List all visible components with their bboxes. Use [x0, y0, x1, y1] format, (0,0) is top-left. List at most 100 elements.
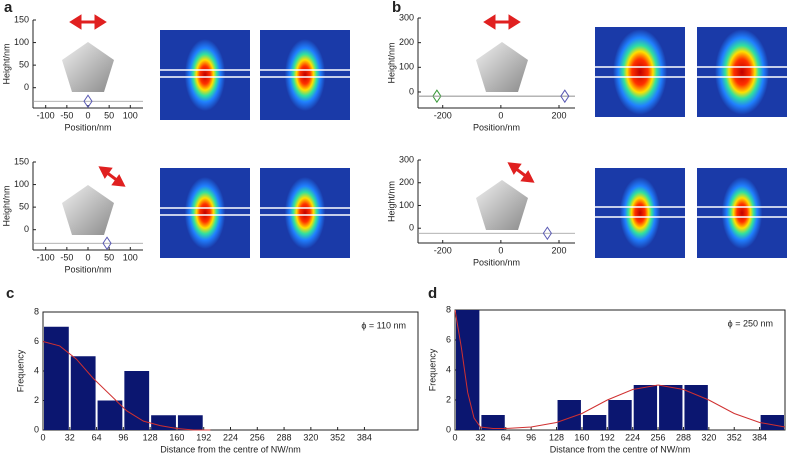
annotation: ϕ = 250 nm — [728, 318, 773, 328]
nanowire-outlines — [160, 66, 787, 218]
y-tick-label: 2 — [34, 395, 39, 405]
y-tick-label: 2 — [446, 394, 451, 404]
bar — [151, 415, 176, 430]
panel-label: c — [6, 285, 14, 302]
fit-curve — [42, 341, 211, 431]
y-axis-label: Frequency — [427, 348, 437, 391]
x-tick-label: 256 — [651, 432, 666, 442]
y-tick-label: 50 — [19, 60, 29, 70]
x-tick-label: 0 — [85, 110, 90, 120]
bar — [70, 356, 96, 430]
bar — [582, 415, 607, 430]
panel-label: b — [392, 0, 401, 16]
x-axis-label: Position/nm — [64, 264, 111, 274]
x-tick-label: 0 — [85, 252, 90, 262]
y-tick-label: 0 — [34, 424, 39, 434]
x-tick-label: 224 — [223, 432, 238, 442]
y-tick-label: 8 — [34, 306, 39, 316]
bar — [557, 400, 581, 430]
x-tick-label: 352 — [330, 432, 345, 442]
y-tick-label: 200 — [399, 37, 414, 47]
x-tick-label: 320 — [303, 432, 318, 442]
y-tick-label: 300 — [399, 154, 414, 164]
x-tick-label: 384 — [357, 432, 372, 442]
x-axis-label: Distance from the centre of NW/nm — [160, 444, 301, 454]
y-axis-label: Height/nm — [386, 181, 396, 222]
x-tick-label: 0 — [498, 245, 503, 255]
dipole-marker — [83, 94, 93, 109]
bar — [684, 385, 708, 430]
y-tick-label: 0 — [446, 424, 451, 434]
x-tick-label: 64 — [501, 432, 511, 442]
y-tick-label: 0 — [409, 223, 414, 233]
field-map — [697, 168, 787, 258]
y-axis-label: Height/nm — [1, 185, 11, 226]
fit-curve — [454, 309, 786, 429]
y-tick-label: 6 — [446, 334, 451, 344]
field-map — [697, 27, 787, 117]
y-axis-label: Frequency — [15, 349, 25, 392]
x-tick-label: 192 — [196, 432, 211, 442]
x-tick-label: -100 — [37, 252, 55, 262]
y-tick-label: 150 — [14, 156, 29, 166]
x-tick-label: 0 — [498, 110, 503, 120]
x-tick-label: 96 — [118, 432, 128, 442]
panel-label: a — [4, 0, 13, 16]
field-map — [260, 168, 350, 258]
x-tick-label: 128 — [143, 432, 158, 442]
x-axis-label: Position/nm — [473, 122, 520, 132]
x-tick-label: 32 — [65, 432, 75, 442]
annotation: ϕ = 110 nm — [361, 320, 406, 330]
x-tick-label: 32 — [475, 432, 485, 442]
bar — [760, 415, 784, 430]
y-tick-label: 100 — [399, 200, 414, 210]
x-tick-label: 0 — [452, 432, 457, 442]
field-map — [595, 168, 685, 258]
x-axis-label: Position/nm — [64, 122, 111, 132]
bar — [659, 385, 683, 430]
x-tick-label: 128 — [549, 432, 564, 442]
dipole-marker — [560, 89, 570, 104]
nanowire-icon — [62, 42, 114, 92]
x-tick-label: 0 — [40, 432, 45, 442]
y-tick-label: 6 — [34, 336, 39, 346]
bar — [456, 310, 480, 430]
x-tick-label: 288 — [676, 432, 691, 442]
plot-frame — [42, 311, 419, 431]
x-tick-label: -200 — [434, 110, 452, 120]
bar — [608, 400, 632, 430]
bar — [481, 415, 505, 430]
x-tick-label: 50 — [104, 252, 114, 262]
dipole-marker — [542, 226, 552, 241]
x-tick-label: 160 — [574, 432, 589, 442]
bar — [177, 415, 203, 430]
y-tick-label: 50 — [19, 202, 29, 212]
polarization-arrows — [69, 14, 535, 187]
x-tick-label: 50 — [104, 110, 114, 120]
x-tick-label: 320 — [701, 432, 716, 442]
x-tick-label: 192 — [600, 432, 615, 442]
x-tick-label: 200 — [551, 110, 566, 120]
y-tick-label: 150 — [14, 14, 29, 24]
y-tick-label: 100 — [14, 179, 29, 189]
x-axis-label: Distance from the centre of NW/nm — [550, 444, 691, 454]
bar — [97, 400, 123, 430]
y-tick-label: 200 — [399, 177, 414, 187]
x-tick-label: -50 — [60, 252, 73, 262]
y-tick-label: 0 — [24, 224, 29, 234]
y-tick-label: 0 — [409, 86, 414, 96]
x-tick-label: 100 — [123, 252, 138, 262]
x-tick-label: 100 — [123, 110, 138, 120]
x-tick-label: 352 — [727, 432, 742, 442]
x-tick-label: 288 — [277, 432, 292, 442]
y-axis-label: Height/nm — [386, 42, 396, 83]
x-tick-label: -50 — [60, 110, 73, 120]
x-tick-label: -100 — [37, 110, 55, 120]
y-tick-label: 0 — [24, 82, 29, 92]
x-tick-label: 160 — [169, 432, 184, 442]
bar — [633, 385, 658, 430]
x-tick-label: -200 — [434, 245, 452, 255]
nanowire-icon — [476, 180, 528, 230]
